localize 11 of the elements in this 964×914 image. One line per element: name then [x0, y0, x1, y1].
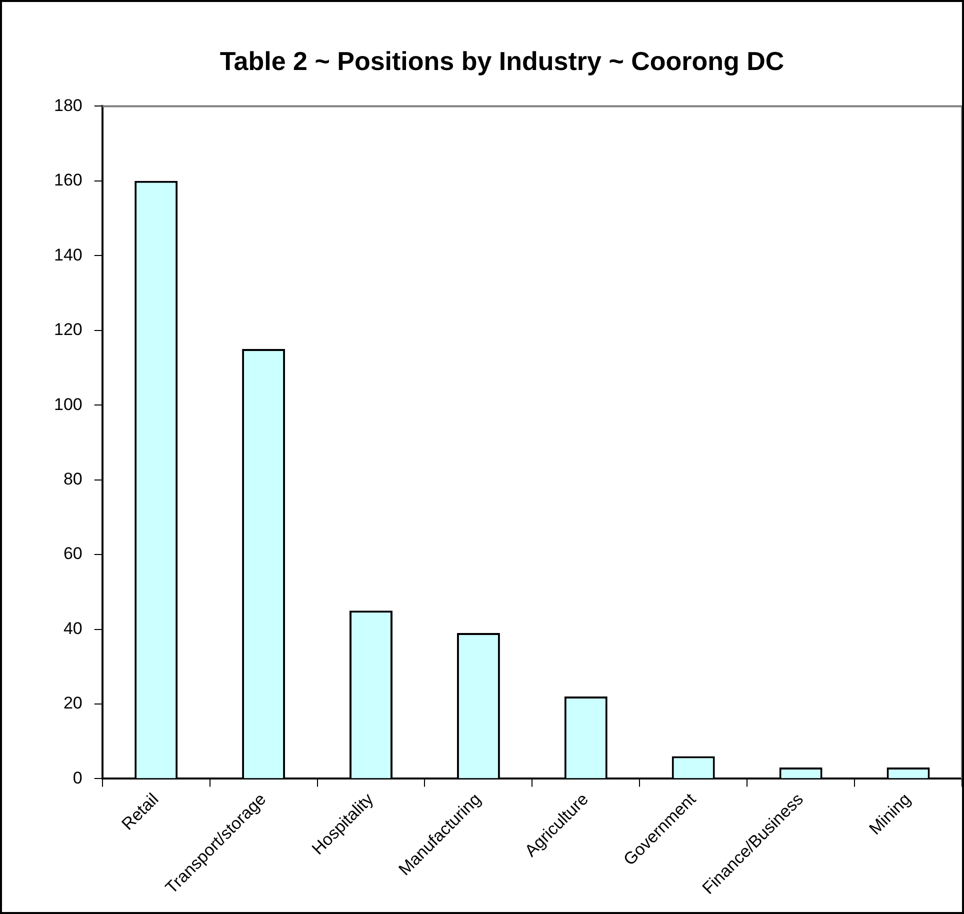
y-tick-label: 60: [63, 544, 82, 564]
y-tick-label: 20: [63, 694, 82, 713]
y-tick-label: 80: [63, 469, 82, 488]
y-tick-label: 0: [72, 768, 82, 788]
y-tick-label: 180: [54, 96, 82, 115]
y-tick-label: 140: [54, 245, 82, 264]
chart-title: Table 2 ~ Positions by Industry ~ Coorong DC: [220, 46, 784, 76]
y-tick-label: 100: [54, 394, 82, 414]
y-tick-label: 120: [54, 320, 82, 340]
y-tick-label: 40: [63, 618, 82, 638]
y-tick-label: 160: [54, 170, 82, 190]
